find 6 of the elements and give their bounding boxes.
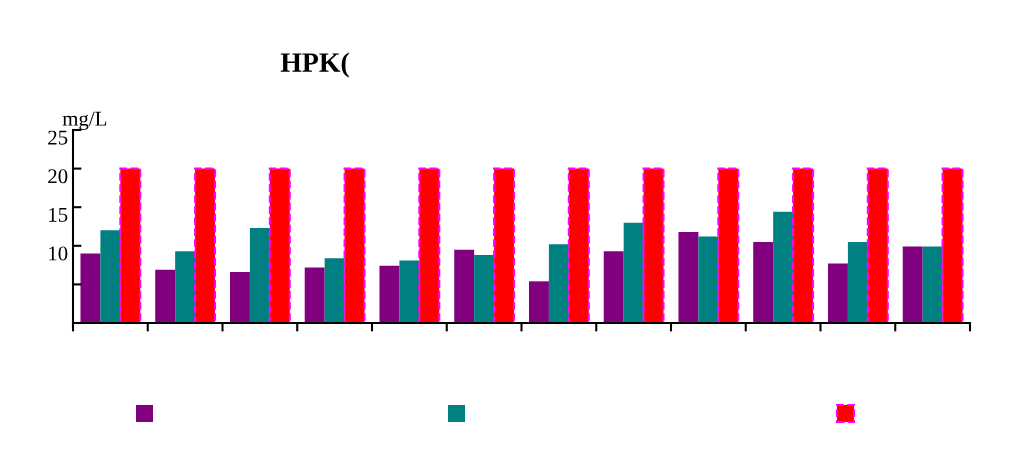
chart-title: HPK( <box>280 52 349 78</box>
y-tick-label: 15 <box>49 207 68 222</box>
y-axis-title: mg/L <box>62 111 107 130</box>
y-tick-label: 25 <box>48 130 68 145</box>
y-tick-label: 10 <box>49 246 68 261</box>
y-tick-label: 20 <box>48 169 68 184</box>
